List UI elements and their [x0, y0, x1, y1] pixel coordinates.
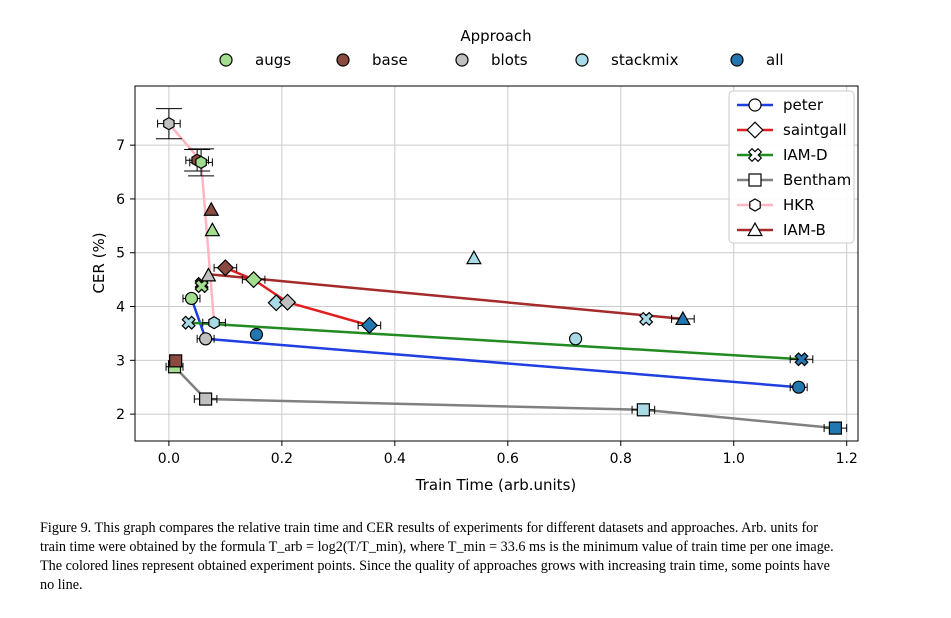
point-iam-b-stackmix: [465, 249, 482, 265]
point-peter-all: [792, 380, 806, 394]
x-axis-label: Train Time (arb.units): [415, 476, 576, 494]
caption-label: Figure 9.: [40, 520, 92, 536]
approach-legend-marker-augs: [219, 53, 233, 67]
point-saintgall-base: [216, 259, 235, 277]
y-tick-label-4: 6: [116, 192, 125, 208]
point-bentham-stackmix: [636, 403, 650, 417]
x-tick-label-0: 0.0: [158, 451, 180, 467]
approach-legend-marker-stackmix: [575, 53, 589, 67]
series-line-IAM-B: [208, 273, 684, 321]
point-bentham-all: [828, 421, 843, 435]
point-bentham-base: [169, 354, 183, 368]
approach-legend-label-augs: augs: [255, 51, 291, 69]
y-tick-label-5: 7: [116, 138, 125, 154]
series-line-peter: [190, 298, 799, 389]
x-tick-label-2: 0.4: [384, 451, 406, 467]
approach-legend-marker-base: [336, 53, 350, 67]
x-tick-label-6: 1.2: [836, 451, 858, 467]
point-iam-b-base: [203, 201, 220, 216]
caption-line-2: train time were obtained by the formula …: [40, 539, 834, 555]
approach-legend-marker-all: [730, 53, 744, 67]
point-peter-all: [249, 327, 264, 342]
x-tick-label-1: 0.2: [271, 451, 293, 467]
point-hkr-augs: [195, 155, 207, 170]
figure-caption: Figure 9. This graph compares the relati…: [40, 519, 912, 595]
approach-legend-label-all: all: [766, 51, 784, 69]
point-iam-d-all: [794, 352, 809, 367]
series-line-Bentham: [173, 365, 836, 430]
dataset-legend-marker-HKR: [749, 198, 761, 212]
x-axis-ticks: 0.0 0.2 0.4 0.6 0.8 1.0 1.2: [158, 441, 858, 467]
x-tick-label-3: 0.6: [497, 451, 519, 467]
y-tick-label-2: 4: [116, 300, 125, 316]
y-axis-label: CER (%): [90, 232, 108, 293]
x-tick-label-4: 0.8: [610, 451, 632, 467]
point-peter-blots: [199, 332, 213, 346]
approach-legend-title: Approach: [460, 27, 531, 45]
plot-frame: [134, 85, 859, 442]
series-line-IAM-D: [188, 321, 802, 361]
point-iam-b-blots: [200, 267, 217, 282]
point-iam-b-all: [674, 310, 691, 326]
y-tick-label-1: 3: [116, 353, 125, 369]
caption-text-1: This graph compares the relative train t…: [94, 520, 819, 536]
point-iam-d-augs: [194, 278, 209, 294]
point-iam-d-stackmix: [639, 311, 654, 327]
dataset-legend-marker-IAM-B: [747, 221, 763, 237]
x-tick-label-5: 1.0: [723, 451, 745, 467]
dataset-legend-label-IAM-B: IAM-B: [783, 221, 826, 239]
caption-line-4: no line.: [40, 577, 83, 593]
dataset-legend-label-IAM-D: IAM-D: [783, 146, 828, 164]
point-saintgall-augs: [244, 270, 263, 289]
point-hkr-blots: [163, 116, 175, 131]
point-bentham-blots: [199, 392, 213, 406]
dataset-legend-marker-saintgall: [746, 121, 764, 139]
cer-vs-train-time-chart: 0.0 0.2 0.4 0.6 0.8 1.0 1.2 2 3 4 5 6 7 Train Time …: [90, 27, 859, 494]
y-axis-ticks: 2 3 4 5 6 7: [116, 138, 135, 423]
dataset-legend-label-saintgall: saintgall: [783, 121, 847, 139]
point-iam-d-stackmix: [181, 315, 196, 330]
point-extra-stackmix: [568, 332, 583, 346]
point-iam-b-augs: [204, 222, 221, 237]
point-hkr-stackmix: [208, 315, 220, 330]
caption-line-1: Figure 9. This graph compares the relati…: [40, 519, 912, 538]
dataset-legend-label-Bentham: Bentham: [783, 171, 851, 189]
dataset-legend-marker-IAM-D: [747, 147, 763, 163]
approach-legend: Approach augs base blots stackmix all: [219, 27, 784, 69]
data-markers: [163, 116, 843, 435]
approach-legend-label-base: base: [372, 51, 408, 69]
dataset-legend-marker-peter: [748, 98, 762, 112]
point-peter-augs: [184, 291, 199, 306]
dataset-legend-marker-Bentham: [748, 173, 762, 187]
approach-legend-label-blots: blots: [491, 51, 528, 69]
y-tick-label-3: 5: [116, 246, 125, 262]
dataset-legend-label-peter: peter: [783, 96, 824, 114]
dataset-legend: peter saintgall IAM-D Bentham HKR IAM-B: [728, 90, 855, 244]
approach-legend-marker-blots: [455, 53, 469, 67]
point-saintgall-all: [360, 316, 379, 335]
caption-line-3: The colored lines represent obtained exp…: [40, 558, 830, 574]
series-line-saintgall: [224, 266, 370, 327]
point-saintgall-blots: [278, 293, 297, 311]
approach-legend-label-stackmix: stackmix: [611, 51, 679, 69]
dataset-legend-label-HKR: HKR: [783, 196, 815, 214]
y-tick-label-0: 2: [116, 407, 125, 423]
